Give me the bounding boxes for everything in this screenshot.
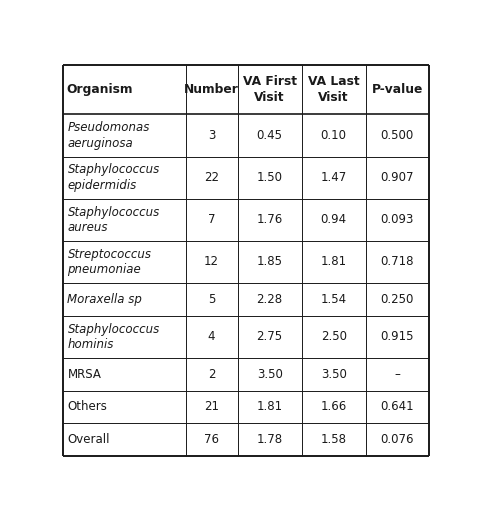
Text: Pseudomonas
aeruginosa: Pseudomonas aeruginosa <box>67 121 150 150</box>
Text: 4: 4 <box>208 330 216 343</box>
Text: 0.093: 0.093 <box>381 213 414 227</box>
Text: 22: 22 <box>204 171 219 184</box>
Text: 0.250: 0.250 <box>381 293 414 306</box>
Text: 1.81: 1.81 <box>321 255 347 268</box>
Text: 1.58: 1.58 <box>321 433 347 446</box>
Text: 0.500: 0.500 <box>381 129 414 142</box>
Text: Staphylococcus
epidermidis: Staphylococcus epidermidis <box>67 164 160 192</box>
Text: 0.45: 0.45 <box>257 129 283 142</box>
Text: Organism: Organism <box>67 83 133 96</box>
Text: Others: Others <box>67 400 108 413</box>
Text: VA Last
Visit: VA Last Visit <box>308 75 360 104</box>
Text: 76: 76 <box>204 433 219 446</box>
Text: P-value: P-value <box>372 83 423 96</box>
Text: 5: 5 <box>208 293 215 306</box>
Text: Staphylococcus
hominis: Staphylococcus hominis <box>67 322 160 351</box>
Text: 1.50: 1.50 <box>257 171 283 184</box>
Text: 1.54: 1.54 <box>321 293 347 306</box>
Text: 1.78: 1.78 <box>256 433 283 446</box>
Text: 0.10: 0.10 <box>321 129 347 142</box>
Text: 2: 2 <box>208 368 216 381</box>
Text: –: – <box>395 368 400 381</box>
Text: 12: 12 <box>204 255 219 268</box>
Text: 0.718: 0.718 <box>381 255 414 268</box>
Text: 0.915: 0.915 <box>381 330 414 343</box>
Text: Moraxella sp: Moraxella sp <box>67 293 142 306</box>
Text: 0.641: 0.641 <box>381 400 414 413</box>
Text: 0.907: 0.907 <box>381 171 414 184</box>
Text: Number: Number <box>184 83 239 96</box>
Text: 7: 7 <box>208 213 216 227</box>
Text: 0.076: 0.076 <box>381 433 414 446</box>
Text: 2.28: 2.28 <box>256 293 283 306</box>
Text: 21: 21 <box>204 400 219 413</box>
Text: 3.50: 3.50 <box>321 368 347 381</box>
Text: 1.81: 1.81 <box>256 400 283 413</box>
Text: MRSA: MRSA <box>67 368 101 381</box>
Text: 1.85: 1.85 <box>257 255 283 268</box>
Text: 0.94: 0.94 <box>321 213 347 227</box>
Text: 1.47: 1.47 <box>321 171 347 184</box>
Text: 1.76: 1.76 <box>256 213 283 227</box>
Text: 1.66: 1.66 <box>321 400 347 413</box>
Text: Staphylococcus
aureus: Staphylococcus aureus <box>67 205 160 234</box>
Text: VA First
Visit: VA First Visit <box>242 75 297 104</box>
Text: Streptococcus
pneumoniae: Streptococcus pneumoniae <box>67 248 152 276</box>
Text: Overall: Overall <box>67 433 110 446</box>
Text: 3.50: 3.50 <box>257 368 283 381</box>
Text: 2.50: 2.50 <box>321 330 347 343</box>
Text: 2.75: 2.75 <box>256 330 283 343</box>
Text: 3: 3 <box>208 129 215 142</box>
